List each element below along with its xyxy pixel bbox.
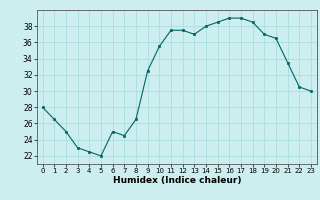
X-axis label: Humidex (Indice chaleur): Humidex (Indice chaleur) <box>113 176 241 185</box>
